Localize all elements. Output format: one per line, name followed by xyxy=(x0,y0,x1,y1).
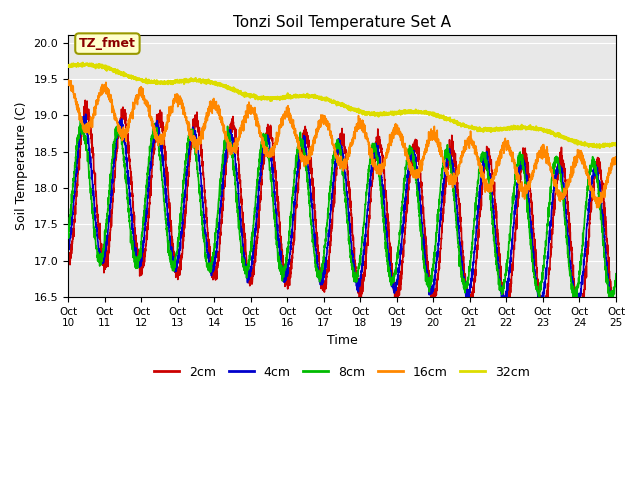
Y-axis label: Soil Temperature (C): Soil Temperature (C) xyxy=(15,102,28,230)
Text: TZ_fmet: TZ_fmet xyxy=(79,37,136,50)
X-axis label: Time: Time xyxy=(326,334,357,347)
Legend: 2cm, 4cm, 8cm, 16cm, 32cm: 2cm, 4cm, 8cm, 16cm, 32cm xyxy=(149,360,535,384)
Title: Tonzi Soil Temperature Set A: Tonzi Soil Temperature Set A xyxy=(233,15,451,30)
